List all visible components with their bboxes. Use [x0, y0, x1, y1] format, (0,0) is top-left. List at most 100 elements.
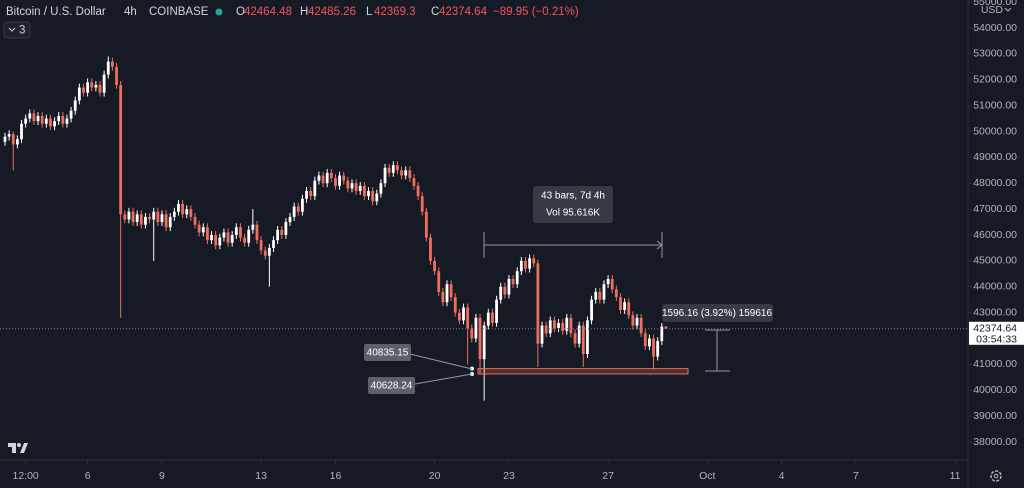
candle-body [581, 325, 585, 355]
y-tick-label: 38000.00 [973, 436, 1017, 448]
last-price: 42374.64 [973, 323, 1017, 335]
candle-body [119, 84, 123, 215]
measure-box [533, 186, 613, 223]
candle-body [309, 191, 313, 197]
currency[interactable]: USD [981, 4, 1004, 16]
settings-button[interactable] [990, 470, 1002, 482]
x-tick-label: 20 [429, 470, 441, 482]
candle-body [172, 211, 176, 217]
candle-body [259, 240, 263, 251]
last-price-box [969, 321, 1024, 345]
candle-body [210, 234, 213, 241]
candle-body [32, 113, 36, 122]
candle-body [610, 278, 614, 290]
candle-body [321, 175, 325, 184]
candle-body [532, 258, 536, 264]
candle-body [218, 237, 222, 246]
candle-body [272, 240, 275, 248]
candle-body [408, 170, 412, 179]
indicator-toggle[interactable]: 3 [3, 21, 31, 39]
candle-body [49, 118, 52, 127]
candle-body [11, 134, 15, 145]
candle-body [86, 82, 90, 93]
candle-body [280, 229, 284, 235]
candle-body [263, 250, 267, 256]
candle-body [61, 115, 65, 124]
candle-body [639, 317, 643, 334]
y-tick-label: 41000.00 [973, 358, 1017, 370]
candle-body [648, 338, 651, 347]
candle-body [433, 260, 437, 272]
candle-body [98, 84, 102, 93]
candle-body [288, 216, 292, 223]
candle-body [569, 317, 573, 334]
candle-body [590, 299, 593, 321]
close-value: 42374.64 [439, 6, 488, 18]
candle-body [362, 185, 366, 197]
candle-body [144, 216, 147, 225]
x-tick-label: 4 [779, 470, 785, 482]
candle-body [36, 115, 40, 122]
candle-body [346, 180, 350, 189]
candle-body [325, 172, 329, 184]
candle-body [602, 284, 606, 300]
candle-body [156, 211, 160, 223]
candle-body [135, 214, 139, 223]
low-letter: L [366, 6, 373, 18]
candle-body [3, 136, 7, 142]
x-tick-label: 12:00 [13, 470, 39, 482]
market-status [215, 8, 223, 16]
candle-body [396, 165, 399, 171]
candle-body [424, 211, 428, 238]
candle-body [503, 286, 507, 295]
candle-body [350, 183, 354, 189]
candle-body [631, 315, 635, 326]
candle-body [652, 338, 655, 357]
low-value: 42369.3 [374, 6, 416, 18]
y-tick-label: 48000.00 [973, 177, 1017, 189]
candle-body [69, 110, 73, 119]
candle-body [127, 211, 131, 220]
candle-body [243, 237, 246, 243]
candle-body [110, 61, 114, 67]
candle-body [222, 232, 226, 238]
logo-part [8, 443, 16, 453]
candle-body [247, 229, 251, 243]
candle-body [466, 307, 470, 329]
candle-body [131, 211, 135, 223]
candle-body [507, 278, 511, 295]
candle-body [230, 234, 234, 243]
price-tag [368, 377, 415, 394]
candle-body [656, 341, 660, 357]
currency-chevron [1004, 7, 1012, 12]
candle-body [197, 224, 201, 233]
candle-body [338, 175, 341, 186]
candle-body [416, 185, 420, 197]
candle-body [660, 326, 664, 342]
candle-body [226, 232, 230, 243]
y-tick-label: 54000.00 [973, 22, 1017, 34]
gear-icon[interactable] [990, 470, 1002, 482]
close-letter: C [431, 6, 439, 18]
candle-body [557, 322, 560, 329]
candle-body [528, 258, 532, 269]
candle-body [453, 297, 457, 313]
candle-body [185, 209, 189, 215]
candle-body [478, 317, 482, 360]
indicator-badge[interactable] [3, 21, 31, 39]
y-tick-label: 52000.00 [973, 74, 1017, 86]
candle-body [367, 191, 370, 197]
candle-body [329, 172, 333, 179]
candle-body [486, 312, 490, 326]
candle-body [540, 325, 544, 344]
candle-body [437, 271, 441, 292]
candle-body [206, 227, 209, 241]
candle-body [495, 299, 498, 323]
candle-body [148, 216, 151, 220]
y-tick-label: 47000.00 [973, 203, 1017, 215]
open-value: 42464.48 [244, 6, 292, 18]
interval[interactable]: 4h [124, 6, 137, 18]
y-tick-label: 46000.00 [973, 229, 1017, 241]
candle-body [317, 175, 321, 181]
